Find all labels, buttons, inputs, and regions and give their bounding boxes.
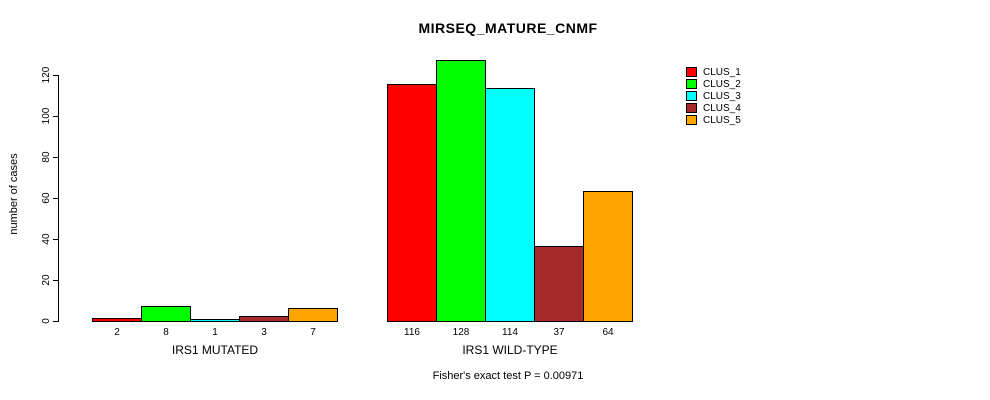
bar-value-label: 37 [553,327,565,338]
y-axis-label: number of cases [8,153,20,235]
y-axis-tick [53,198,58,199]
y-axis-tick [53,280,58,281]
x-group-label: IRS1 MUTATED [171,343,259,357]
legend-item: CLUS_3 [686,90,741,102]
legend-swatch [686,79,697,89]
legend: CLUS_1 CLUS_2 CLUS_3 CLUS_4 CLUS_5 [686,66,741,126]
bar-clus_1 [387,84,437,322]
y-axis-tick [53,116,58,117]
bar-value-label: 2 [114,327,120,338]
legend-label: CLUS_3 [703,90,741,102]
legend-label: CLUS_1 [703,66,741,78]
bar-value-label: 114 [502,327,518,338]
bar-value-label: 3 [261,327,267,338]
bar-clus_3 [485,88,535,322]
bar-clus_5 [288,308,338,322]
y-axis-tick [53,321,58,322]
legend-item: CLUS_1 [686,66,741,78]
legend-label: CLUS_4 [703,102,741,114]
y-tick-label: 80 [40,151,52,163]
legend-item: CLUS_2 [686,78,741,90]
bar-clus_4 [239,316,289,322]
y-axis-line [58,75,59,322]
y-axis-tick [53,75,58,76]
legend-label: CLUS_2 [703,78,741,90]
bar-value-label: 116 [404,327,420,338]
y-tick-label: 40 [40,233,52,245]
bar-clus_2 [141,306,191,322]
legend-swatch [686,91,697,101]
legend-swatch [686,67,697,77]
y-axis-tick [53,239,58,240]
legend-item: CLUS_5 [686,114,741,126]
legend-swatch [686,103,697,113]
bar-clus_5 [583,191,633,322]
y-tick-label: 0 [40,318,52,324]
bar-value-label: 64 [602,327,614,338]
bar-value-label: 8 [163,327,169,338]
y-tick-label: 120 [40,66,52,84]
chart-title: MIRSEQ_MATURE_CNMF [418,20,598,36]
bar-value-label: 128 [452,327,470,338]
legend-label: CLUS_5 [703,114,741,126]
y-axis-tick [53,157,58,158]
bar-clus_3 [190,319,240,322]
bar-clus_4 [534,246,584,322]
y-tick-label: 20 [40,274,52,286]
y-tick-label: 100 [40,107,52,125]
bar-clus_2 [436,60,486,322]
stat-caption: Fisher's exact test P = 0.00971 [432,370,584,382]
y-tick-label: 60 [40,192,52,204]
bar-value-label: 1 [212,327,218,338]
bar-value-label: 7 [310,327,316,338]
bar-clus_1 [92,318,142,322]
legend-swatch [686,115,697,125]
legend-item: CLUS_4 [686,102,741,114]
x-group-label: IRS1 WILD-TYPE [462,343,558,357]
